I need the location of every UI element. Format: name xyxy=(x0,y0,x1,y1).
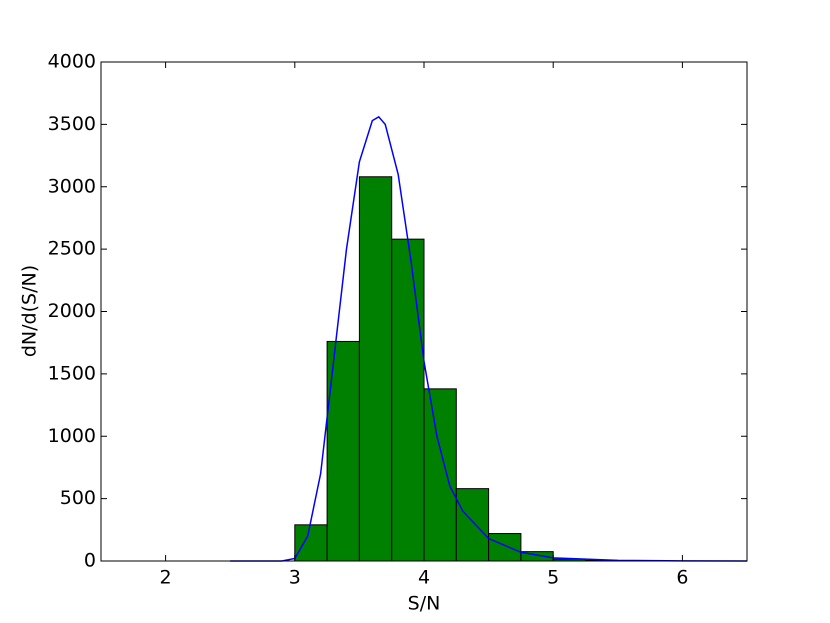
y-tick-label: 4000 xyxy=(48,51,96,73)
bar xyxy=(391,238,425,562)
x-tick-label: 3 xyxy=(289,567,301,589)
x-tick-label: 2 xyxy=(160,567,172,589)
y-tick-label: 1000 xyxy=(48,425,96,447)
bar xyxy=(455,488,490,562)
y-tick-label: 500 xyxy=(60,487,96,509)
x-tick-label: 6 xyxy=(676,567,688,589)
bar xyxy=(326,340,360,562)
x-tick-label: 4 xyxy=(418,567,430,589)
x-axis-label: S/N xyxy=(408,593,441,615)
y-tick-label: 3500 xyxy=(48,113,96,135)
x-tick-label: 5 xyxy=(547,567,559,589)
bar xyxy=(488,533,522,562)
bar xyxy=(358,176,393,562)
y-tick-label: 1500 xyxy=(48,362,96,384)
bar xyxy=(294,524,328,562)
y-tick-label: 2000 xyxy=(48,300,96,322)
bar xyxy=(423,388,457,562)
y-axis-label: dN/d(S/N) xyxy=(19,265,41,357)
y-tick-label: 2500 xyxy=(48,238,96,260)
y-tick-label: 0 xyxy=(84,550,96,572)
curve xyxy=(230,115,748,562)
y-tick-label: 3000 xyxy=(48,175,96,197)
